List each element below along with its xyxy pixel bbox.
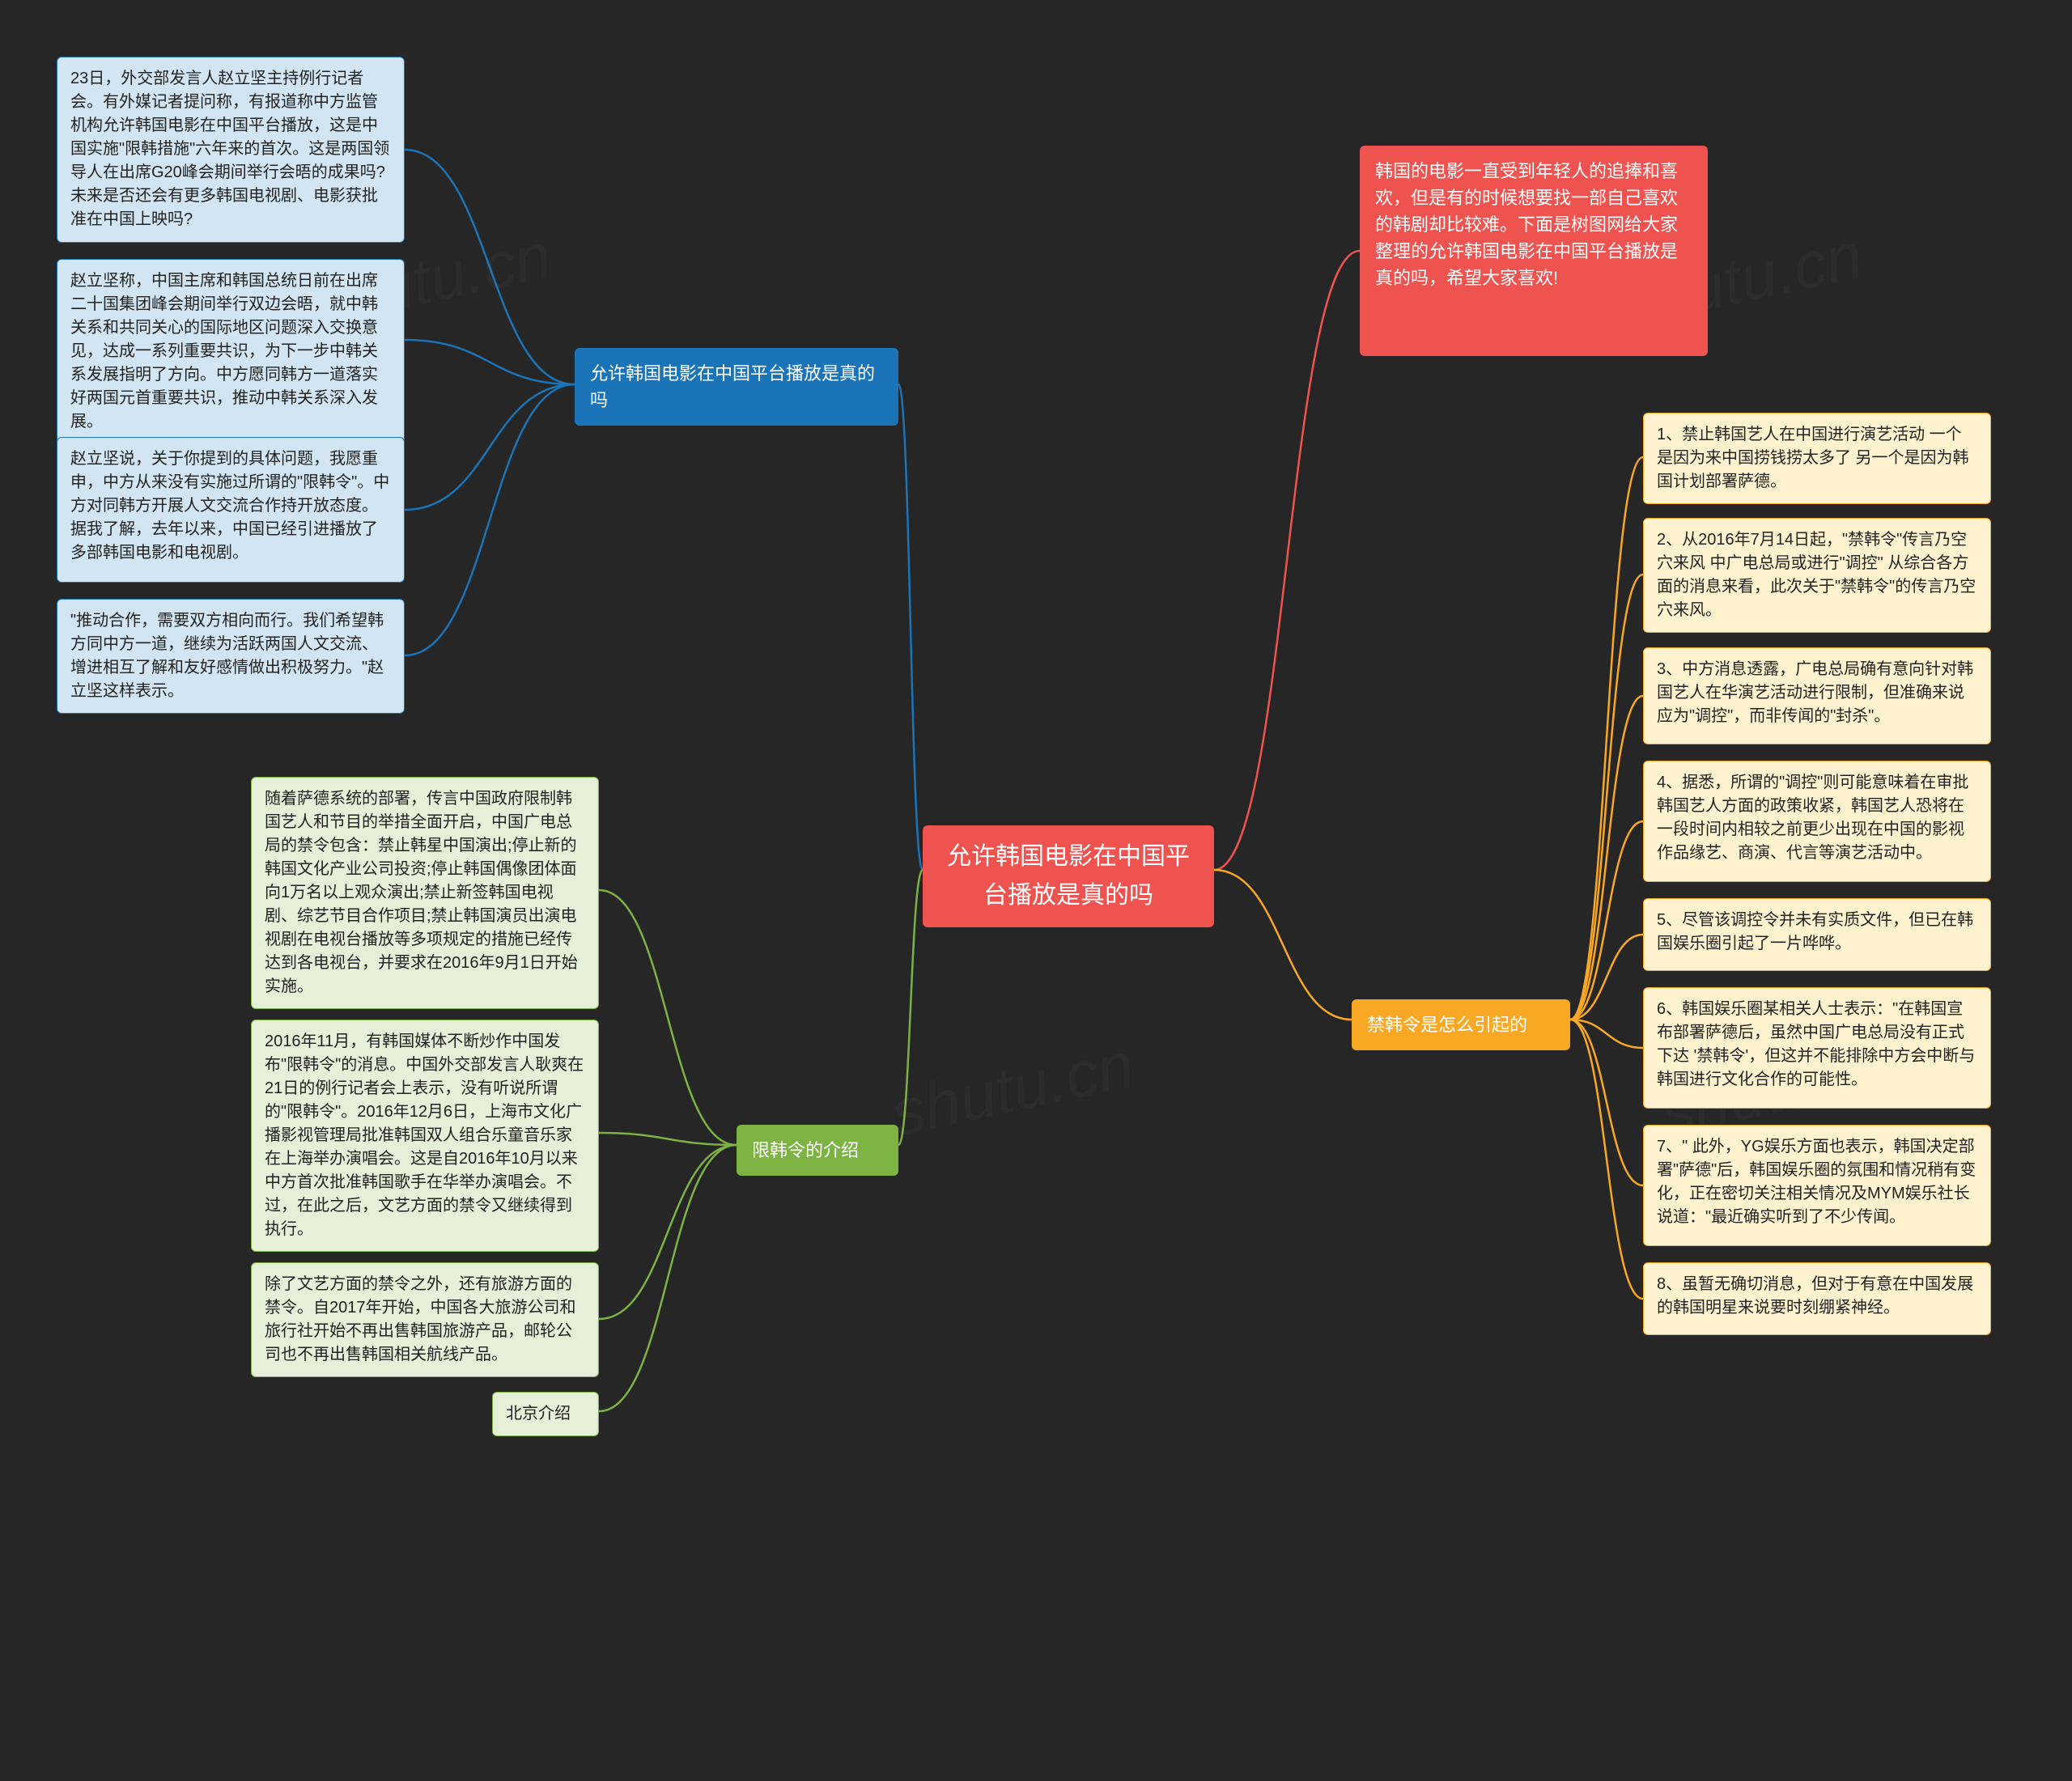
blue-leaf[interactable]: 23日，外交部发言人赵立坚主持例行记者会。有外媒记者提问称，有报道称中方监管机构… xyxy=(57,57,405,243)
yellow-leaf[interactable]: 1、禁止韩国艺人在中国进行演艺活动 一个是因为来中国捞钱捞太多了 另一个是因为韩… xyxy=(1643,413,1991,504)
green-leaf[interactable]: 北京介绍 xyxy=(492,1392,599,1436)
yellow-leaf[interactable]: 5、尽管该调控令并未有实质文件，但已在韩国娱乐圈引起了一片哗哗。 xyxy=(1643,898,1991,971)
yellow-leaf[interactable]: 8、虽暂无确切消息，但对于有意在中国发展的韩国明星来说要时刻绷紧神经。 xyxy=(1643,1262,1991,1335)
intro-node[interactable]: 韩国的电影一直受到年轻人的追捧和喜欢，但是有的时候想要找一部自己喜欢的韩剧却比较… xyxy=(1360,146,1708,356)
green-leaf[interactable]: 2016年11月，有韩国媒体不断炒作中国发布"限韩令"的消息。中国外交部发言人耿… xyxy=(251,1020,599,1252)
yellow-leaf[interactable]: 3、中方消息透露，广电总局确有意向针对韩国艺人在华演艺活动进行限制，但准确来说应… xyxy=(1643,647,1991,744)
blue-leaf[interactable]: "推动合作，需要双方相向而行。我们希望韩方同中方一道，继续为活跃两国人文交流、增… xyxy=(57,599,405,714)
green-leaf[interactable]: 随着萨德系统的部署，传言中国政府限制韩国艺人和节目的举措全面开启，中国广电总局的… xyxy=(251,777,599,1009)
yellow-leaf[interactable]: 4、据悉，所谓的"调控"则可能意味着在审批韩国艺人方面的政策收紧，韩国艺人恐将在… xyxy=(1643,761,1991,882)
watermark: shutu.cn xyxy=(885,1028,1140,1151)
mindmap-canvas: shutu.cn shutu.cn shutu.cn shutu.cn 允许韩国… xyxy=(0,0,2072,1781)
yellow-leaf[interactable]: 2、从2016年7月14日起，"禁韩令"传言乃空穴来风 中广电总局或进行"调控"… xyxy=(1643,518,1991,633)
green-leaf[interactable]: 除了文艺方面的禁令之外，还有旅游方面的禁令。自2017年开始，中国各大旅游公司和… xyxy=(251,1262,599,1377)
yellow-leaf[interactable]: 7、" 此外，YG娱乐方面也表示，韩国决定部署"萨德"后，韩国娱乐圈的氛围和情况… xyxy=(1643,1125,1991,1246)
blue-leaf[interactable]: 赵立坚称，中国主席和韩国总统日前在出席二十国集团峰会期间举行双边会晤，就中韩关系… xyxy=(57,259,405,444)
root-node[interactable]: 允许韩国电影在中国平台播放是真的吗 xyxy=(923,825,1214,927)
blue-leaf[interactable]: 赵立坚说，关于你提到的具体问题，我愿重申，中方从来没有实施过所谓的"限韩令"。中… xyxy=(57,437,405,583)
branch-green[interactable]: 限韩令的介绍 xyxy=(737,1125,898,1176)
branch-yellow[interactable]: 禁韩令是怎么引起的 xyxy=(1352,999,1570,1050)
yellow-leaf[interactable]: 6、韩国娱乐圈某相关人士表示："在韩国宣布部署萨德后，虽然中国广电总局没有正式下… xyxy=(1643,987,1991,1109)
branch-blue[interactable]: 允许韩国电影在中国平台播放是真的吗 xyxy=(575,348,898,426)
